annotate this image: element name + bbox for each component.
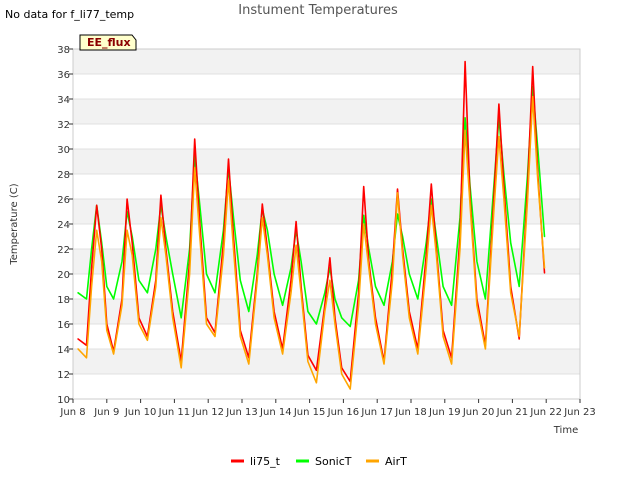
ee-flux-label: EE_flux (87, 36, 131, 49)
x-tick-label: Jun 8 (59, 407, 85, 418)
x-axis: Jun 8 Jun 9 Jun 10 Jun 11 Jun 12 Jun 13 Jun 14… (59, 399, 596, 418)
y-tick-label: 36 (57, 70, 70, 81)
x-tick-label: Jun 10 (124, 407, 157, 418)
y-tick-label: 32 (57, 120, 70, 131)
ee-flux-badge: EE_flux (79, 34, 137, 51)
x-tick-label: Jun 9 (93, 407, 119, 418)
y-tick-label: 20 (57, 270, 70, 281)
y-tick-label: 22 (57, 245, 70, 256)
y-tick-label: 38 (57, 45, 70, 56)
y-tick-label: 16 (57, 320, 70, 331)
plot-band (73, 74, 580, 99)
legend-label-airt: AirT (385, 455, 407, 468)
x-axis-label: Time (553, 425, 578, 436)
plot-band (73, 224, 580, 249)
y-tick-label: 18 (57, 295, 70, 306)
plot-band (73, 199, 580, 224)
y-axis: 10 12 14 16 18 20 22 24 26 28 30 32 34 36 38 (57, 45, 73, 406)
x-tick-label: Jun 14 (259, 407, 292, 418)
legend-label-li75_t: li75_t (250, 455, 281, 468)
plot-band (73, 249, 580, 274)
x-tick-label: Jun 15 (293, 407, 326, 418)
y-tick-label: 28 (57, 170, 70, 181)
no-data-note: No data for f_li77_temp (5, 8, 134, 21)
plot-band (73, 124, 580, 149)
x-tick-label: Jun 16 (327, 407, 360, 418)
plot-band (73, 99, 580, 124)
legend-label-sonict: SonicT (315, 455, 352, 468)
x-tick-label: Jun 11 (158, 407, 191, 418)
series-line-sonict (77, 85, 546, 328)
x-tick-label: Jun 13 (225, 407, 258, 418)
plot-band (73, 324, 580, 349)
plot-band (73, 349, 580, 374)
x-tick-label: Jun 17 (360, 407, 393, 418)
y-tick-label: 12 (57, 370, 70, 381)
x-tick-label: Jun 18 (394, 407, 427, 418)
legend: li75_t SonicT AirT (231, 455, 407, 468)
x-tick-label: Jun 21 (496, 407, 529, 418)
y-axis-label: Temperature (C) (9, 183, 20, 265)
y-tick-label: 26 (57, 195, 70, 206)
series-line-airt (77, 95, 546, 390)
chart-title: Instument Temperatures (238, 3, 398, 18)
x-tick-label: Jun 19 (428, 407, 461, 418)
plot-band (73, 374, 580, 399)
x-tick-label: Jun 12 (191, 407, 224, 418)
y-tick-label: 10 (57, 395, 70, 406)
y-tick-label: 14 (57, 345, 70, 356)
plot-band (73, 49, 580, 74)
x-tick-label: Jun 22 (529, 407, 562, 418)
ee-flux-badge-shape (79, 34, 137, 51)
series-layer (77, 60, 546, 390)
y-tick-label: 34 (57, 95, 70, 106)
y-tick-label: 30 (57, 145, 70, 156)
y-tick-label: 24 (57, 220, 70, 231)
x-tick-label: Jun 23 (563, 407, 596, 418)
x-tick-label: Jun 20 (462, 407, 495, 418)
